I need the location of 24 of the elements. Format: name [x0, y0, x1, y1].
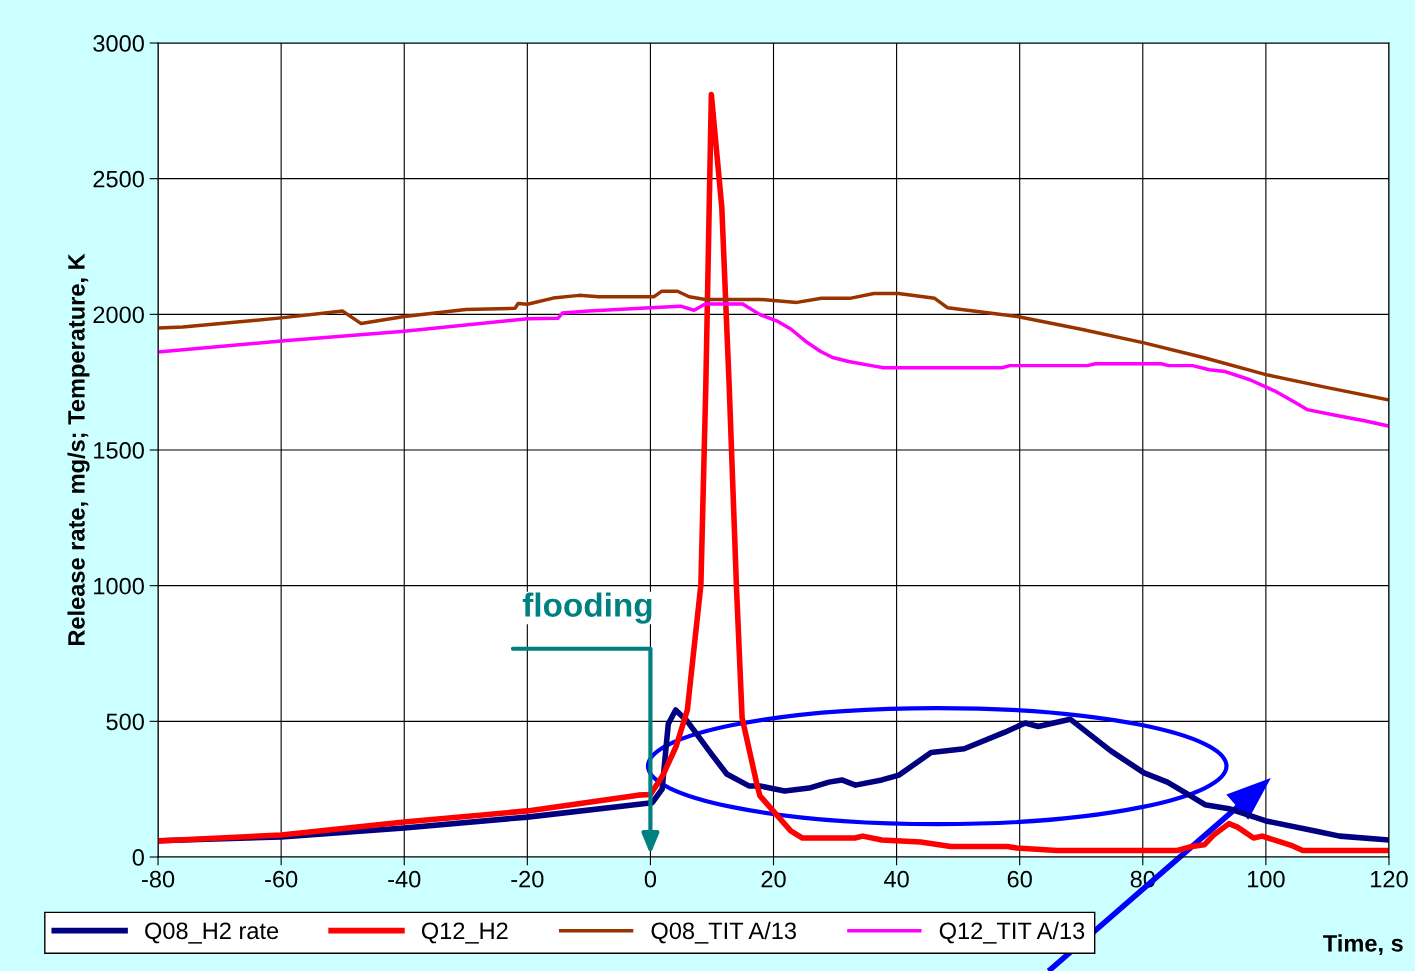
- x-tick-label: 120: [1371, 870, 1408, 888]
- x-tick-label: 100: [1247, 870, 1285, 888]
- y-tick-label: 1000: [94, 577, 144, 595]
- y-axis-title: Release rate, mg/s; Temperature, K: [67, 253, 90, 646]
- y-tick-label: 500: [106, 713, 144, 731]
- x-axis-title: Time, s: [1323, 934, 1403, 956]
- y-tick-label: 3000: [93, 35, 144, 52]
- x-tick-label: 0: [644, 870, 657, 888]
- x-tick-label: -80: [142, 870, 175, 888]
- y-tick-label: 0: [132, 849, 144, 866]
- legend-label: Q12_TIT A/13: [939, 921, 1085, 944]
- legend-label: Q08_H2 rate: [145, 922, 279, 944]
- x-tick-label: -60: [265, 870, 298, 888]
- x-tick-label: 20: [761, 870, 786, 888]
- legend-label: Q08_TIT A/13: [651, 921, 796, 944]
- y-tick-label: 2500: [93, 170, 144, 188]
- x-tick-label: 60: [1007, 870, 1032, 888]
- annotation: flooding: [522, 592, 652, 624]
- x-tick-label: -40: [388, 870, 421, 888]
- legend-label: Q12_H2: [421, 922, 508, 944]
- x-tick-label: -20: [511, 870, 544, 888]
- x-tick-label: 40: [884, 870, 909, 888]
- y-tick-label: 1500: [94, 442, 144, 459]
- y-tick-label: 2000: [93, 306, 144, 324]
